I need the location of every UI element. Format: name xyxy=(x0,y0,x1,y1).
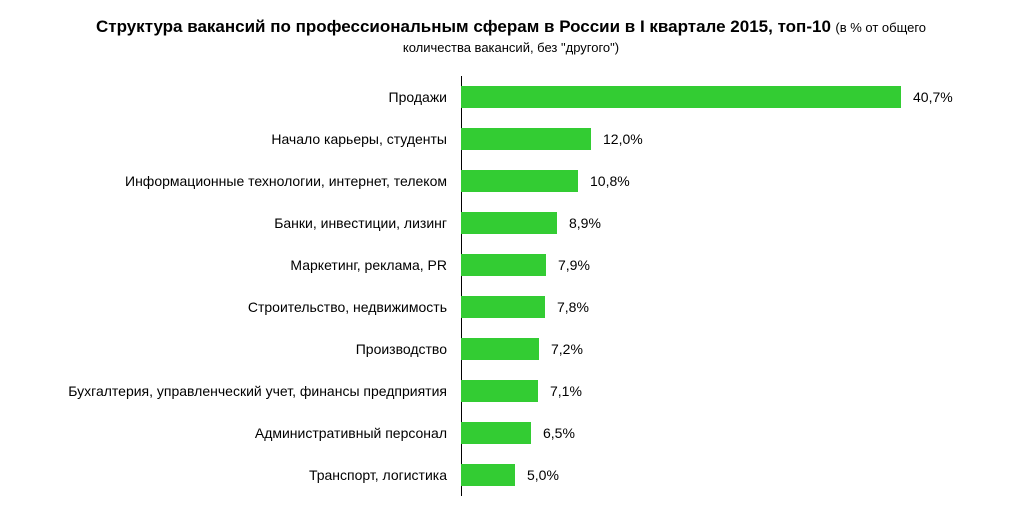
bar-area: 7,8% xyxy=(461,286,981,328)
bar xyxy=(461,170,578,192)
bar xyxy=(461,464,515,486)
chart-row: Информационные технологии, интернет, тел… xyxy=(41,160,981,202)
bar xyxy=(461,380,538,402)
value-label: 10,8% xyxy=(590,173,630,189)
value-label: 7,8% xyxy=(557,299,589,315)
category-label: Информационные технологии, интернет, тел… xyxy=(41,173,461,190)
value-label: 7,9% xyxy=(558,257,590,273)
category-label: Банки, инвестиции, лизинг xyxy=(41,215,461,232)
bar-area: 7,2% xyxy=(461,328,981,370)
value-label: 7,1% xyxy=(550,383,582,399)
chart-row: Строительство, недвижимость 7,8% xyxy=(41,286,981,328)
value-label: 40,7% xyxy=(913,89,953,105)
chart-row: Бухгалтерия, управленческий учет, финанс… xyxy=(41,370,981,412)
chart-row: Продажи 40,7% xyxy=(41,76,981,118)
chart-row: Начало карьеры, студенты 12,0% xyxy=(41,118,981,160)
category-label: Производство xyxy=(41,341,461,358)
bar xyxy=(461,422,531,444)
bar-area: 8,9% xyxy=(461,202,981,244)
category-label: Транспорт, логистика xyxy=(41,467,461,484)
bar xyxy=(461,296,545,318)
value-label: 12,0% xyxy=(603,131,643,147)
category-label: Бухгалтерия, управленческий учет, финанс… xyxy=(41,383,461,400)
value-label: 6,5% xyxy=(543,425,575,441)
bar-area: 40,7% xyxy=(461,76,981,118)
category-label: Маркетинг, реклама, PR xyxy=(41,257,461,274)
bar xyxy=(461,128,591,150)
category-label: Продажи xyxy=(41,89,461,106)
bar-area: 7,9% xyxy=(461,244,981,286)
bar xyxy=(461,212,557,234)
chart-row: Транспорт, логистика 5,0% xyxy=(41,454,981,496)
chart-title: Структура вакансий по профессиональным с… xyxy=(86,16,936,58)
bar xyxy=(461,338,539,360)
chart-row: Маркетинг, реклама, PR 7,9% xyxy=(41,244,981,286)
category-label: Начало карьеры, студенты xyxy=(41,131,461,148)
bar-area: 7,1% xyxy=(461,370,981,412)
chart-row: Производство 7,2% xyxy=(41,328,981,370)
category-label: Строительство, недвижимость xyxy=(41,299,461,316)
bar xyxy=(461,254,546,276)
chart-row: Банки, инвестиции, лизинг 8,9% xyxy=(41,202,981,244)
value-label: 8,9% xyxy=(569,215,601,231)
chart-row: Административный персонал 6,5% xyxy=(41,412,981,454)
bar-area: 6,5% xyxy=(461,412,981,454)
vacancy-structure-chart: Структура вакансий по профессиональным с… xyxy=(0,0,1022,524)
chart-title-main: Структура вакансий по профессиональным с… xyxy=(96,17,831,36)
chart-plot-area: Продажи 40,7% Начало карьеры, студенты 12,0… xyxy=(41,76,981,496)
bar-area: 12,0% xyxy=(461,118,981,160)
value-label: 7,2% xyxy=(551,341,583,357)
bar xyxy=(461,86,901,108)
value-label: 5,0% xyxy=(527,467,559,483)
category-label: Административный персонал xyxy=(41,425,461,442)
bar-area: 10,8% xyxy=(461,160,981,202)
bar-area: 5,0% xyxy=(461,454,981,496)
